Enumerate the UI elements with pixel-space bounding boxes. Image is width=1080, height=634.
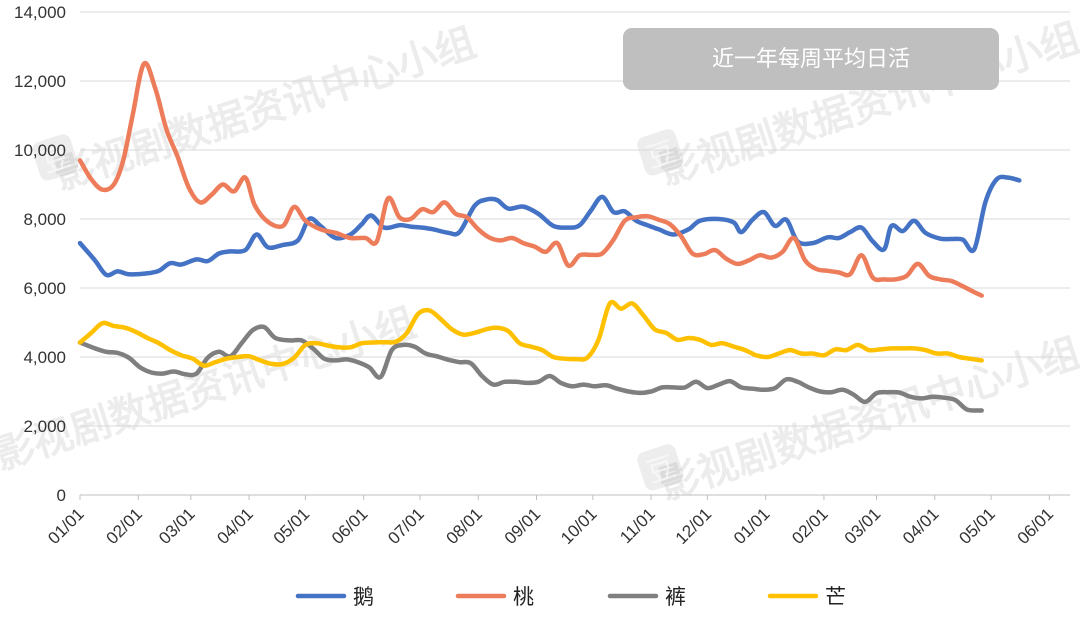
y-tick-label: 14,000: [14, 3, 66, 22]
y-tick-label: 8,000: [23, 210, 66, 229]
series-line-2: [77, 60, 984, 298]
x-tick-label: 02/01: [788, 504, 832, 548]
y-tick-label: 4,000: [23, 348, 66, 367]
watermark-text: 影视剧数据资讯中心小组: [0, 300, 422, 480]
x-tick-label: 02/01: [103, 504, 147, 548]
x-tick-label: 12/01: [672, 504, 716, 548]
x-tick-label: 01/01: [730, 504, 774, 548]
x-tick-label: 06/01: [1014, 504, 1058, 548]
y-tick-label: 2,000: [23, 417, 66, 436]
title-background: [623, 28, 999, 90]
chart-title-box: 近一年每周平均日活: [623, 28, 999, 90]
y-axis-ticks: 0 2,000 4,000 6,000 8,000 10,000 12,000 14,000: [14, 3, 66, 505]
x-tick-label: 05/01: [955, 504, 999, 548]
series-line-1: [77, 174, 1022, 278]
x-tick-label: 03/01: [841, 504, 885, 548]
x-tick-label: 10/01: [557, 504, 601, 548]
legend-label: 裤: [665, 585, 686, 609]
watermark-logo-icon: 豆: [32, 134, 79, 181]
x-tick-label: 11/01: [616, 504, 659, 547]
y-tick-label: 12,000: [14, 72, 66, 91]
x-tick-label: 09/01: [501, 504, 545, 548]
y-gridlines: [80, 11, 1070, 496]
y-tick-label: 0: [57, 486, 66, 505]
x-tick-label: 08/01: [443, 504, 487, 548]
watermark-logo-box: [32, 134, 79, 181]
x-tick-label: 04/01: [899, 504, 943, 548]
legend-label: 鹅: [353, 585, 374, 609]
x-tick-label: 01/01: [44, 504, 88, 548]
legend-label: 芒: [825, 585, 846, 609]
x-tick-label: 04/01: [213, 504, 257, 548]
y-tick-label: 10,000: [14, 141, 66, 160]
series-lines: [77, 60, 1022, 413]
series-line-4: [77, 299, 984, 368]
watermark-logo-icon: 豆: [637, 129, 684, 176]
watermark-logo-box: [637, 444, 684, 491]
legend-label: 桃: [513, 585, 534, 609]
x-tick-label: 03/01: [155, 504, 199, 548]
watermark-logo-icon: 豆: [637, 444, 684, 491]
chart-title: 近一年每周平均日活: [712, 47, 910, 72]
x-tick-label: 07/01: [384, 504, 428, 548]
legend: 鹅桃裤芒: [295, 585, 846, 609]
y-tick-label: 6,000: [23, 279, 66, 298]
x-tick-label: 05/01: [270, 504, 314, 548]
watermark-logo-box: [637, 129, 684, 176]
watermark-text: 影视剧数据资讯中心小组: [49, 20, 482, 200]
series-line-3: [77, 324, 984, 413]
x-tick-label: 06/01: [328, 504, 372, 548]
x-axis-ticks: 01/01 02/01 03/01 04/01 05/01 06/01 07/01 08/01…: [44, 495, 1057, 548]
